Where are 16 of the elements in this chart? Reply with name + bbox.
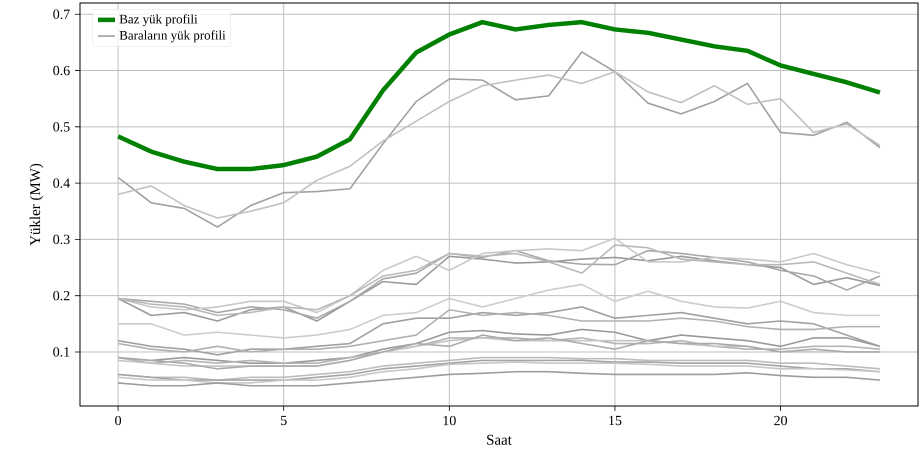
x-tick-label: 5 <box>281 416 287 426</box>
y-tick-label: 0.6 <box>53 66 70 76</box>
y-axis-title: Yükler (MW) <box>30 164 44 246</box>
y-tick-label: 0.1 <box>53 347 70 357</box>
y-tick-label: 0.7 <box>53 10 70 19</box>
y-tick-label: 0.5 <box>53 122 70 132</box>
x-tick-label: 20 <box>774 416 787 426</box>
x-tick-label: 10 <box>444 416 456 426</box>
x-axis-title: Saat <box>487 434 512 445</box>
x-tick-label: 15 <box>609 416 622 426</box>
legend-label: Baraların yük profili <box>120 30 226 42</box>
legend-label: Baz yük profili <box>120 14 198 26</box>
y-tick-label: 0.3 <box>53 234 70 244</box>
y-tick-label: 0.2 <box>53 290 70 300</box>
x-tick-label: 0 <box>115 416 122 426</box>
y-tick-label: 0.4 <box>53 178 70 188</box>
